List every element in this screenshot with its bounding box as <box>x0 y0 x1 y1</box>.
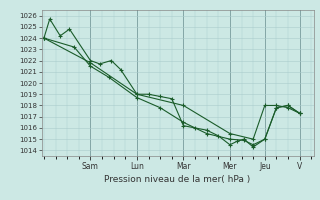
X-axis label: Pression niveau de la mer( hPa ): Pression niveau de la mer( hPa ) <box>104 175 251 184</box>
